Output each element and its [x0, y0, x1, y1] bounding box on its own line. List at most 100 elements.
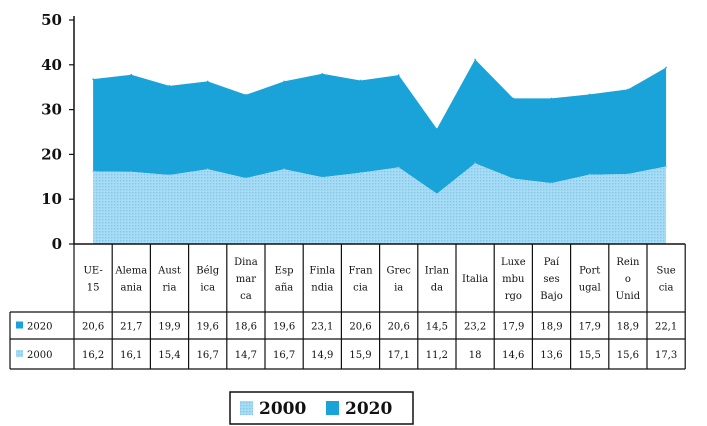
category-label-11: Italia [462, 274, 488, 285]
point-2000-16 [665, 165, 667, 168]
value-2020-4: 19,6 [197, 322, 219, 333]
value-2000-4: 16,7 [197, 350, 219, 361]
point-2000-11 [474, 162, 476, 165]
value-2000-3: 15,4 [158, 350, 180, 361]
legend: 2000 2020 [229, 391, 414, 425]
point-2000-10 [436, 193, 438, 195]
y-tick-label: 40 [41, 56, 62, 74]
category-label-3: Aust ria [157, 266, 181, 294]
point-2020-9 [397, 74, 400, 76]
category-label-1: UE-15 [83, 266, 102, 294]
point-2020-5 [245, 94, 247, 96]
legend-swatch-2020 [326, 401, 339, 415]
row-label-2000: 2000 [27, 350, 52, 361]
point-2020-12 [512, 97, 515, 100]
value-2000-2: 16,1 [120, 350, 142, 361]
point-2000-7 [321, 176, 324, 179]
value-2000-14: 15,5 [579, 350, 601, 361]
y-tick-label: 20 [41, 145, 62, 163]
point-2020-16 [665, 66, 667, 69]
legend-label-2020: 2020 [345, 399, 392, 419]
area-series-2000 [93, 163, 667, 244]
value-2000-1: 16,2 [82, 350, 104, 361]
point-2000-2 [130, 171, 133, 173]
value-2020-11: 23,2 [464, 322, 486, 333]
point-2000-6 [283, 168, 285, 170]
row-swatch-2000 [16, 350, 23, 357]
value-2020-6: 19,6 [273, 322, 295, 333]
y-tick-label: 0 [52, 235, 62, 253]
category-label-6: Esp aña [275, 266, 294, 294]
category-label-7: Finla ndia [309, 266, 335, 294]
value-2020-12: 17,9 [502, 322, 524, 333]
value-2000-8: 15,9 [349, 350, 371, 361]
value-2000-5: 14,7 [235, 350, 257, 361]
point-2000-14 [588, 173, 591, 176]
value-2000-9: 17,1 [388, 350, 410, 361]
value-2000-13: 13,6 [540, 350, 562, 361]
point-2000-13 [550, 182, 553, 184]
point-2020-6 [283, 80, 285, 83]
category-label-12: Luxe mbu rgo [501, 257, 526, 302]
point-2000-3 [168, 174, 171, 176]
point-2020-2 [130, 73, 133, 76]
category-label-16: Sue cia [656, 266, 675, 294]
category-label-2: Alema ania [114, 266, 147, 294]
value-2020-15: 18,9 [617, 322, 639, 333]
point-2000-1 [92, 170, 94, 173]
y-axis: 0 10 20 30 40 50 [41, 11, 75, 253]
value-2020-10: 14,5 [426, 322, 448, 333]
point-2020-11 [474, 58, 476, 61]
y-tick-label: 10 [41, 190, 62, 208]
category-label-10: Irlan da [425, 266, 450, 294]
value-2000-16: 17,3 [655, 350, 677, 361]
value-2020-16: 22,1 [655, 322, 677, 333]
value-2020-1: 20,6 [82, 322, 104, 333]
point-2000-9 [397, 166, 400, 169]
point-2020-1 [92, 78, 94, 80]
point-2000-5 [245, 177, 247, 179]
area-series-2020 [93, 59, 667, 194]
value-2020-14: 17,9 [579, 322, 601, 333]
value-2020-8: 20,6 [349, 322, 371, 333]
value-2020-9: 20,6 [388, 322, 410, 333]
point-2020-15 [627, 88, 629, 91]
value-2020-13: 18,9 [540, 322, 562, 333]
value-2020-5: 18,6 [235, 322, 257, 333]
legend-swatch-2000 [240, 401, 253, 415]
row-label-2020: 2020 [27, 322, 52, 333]
value-2000-12: 14,6 [502, 350, 524, 361]
value-2020-3: 19,9 [158, 322, 180, 333]
point-2020-4 [206, 80, 209, 83]
y-tick-label: 30 [41, 101, 62, 119]
point-2020-14 [588, 93, 591, 96]
category-label-14: Port ugal [579, 266, 601, 294]
point-2000-15 [627, 173, 629, 175]
category-label-13: Paí ses Bajo [540, 257, 562, 302]
value-2000-10: 11,2 [426, 350, 448, 361]
point-2020-3 [168, 85, 171, 87]
point-2020-10 [436, 128, 438, 130]
category-label-5: Dina mar ca [234, 257, 258, 302]
value-2020-7: 23,1 [311, 322, 333, 333]
data-table: UE-15 Alema ania Aust ria Bélg ica Dina mar ca Esp… [9, 243, 686, 370]
category-label-4: Bélg ica [196, 266, 219, 294]
point-2000-8 [359, 171, 362, 174]
value-2000-15: 15,6 [617, 350, 639, 361]
value-2000-6: 16,7 [273, 350, 295, 361]
point-2020-7 [321, 72, 324, 75]
plot-area [92, 58, 667, 244]
y-tick-label: 50 [41, 11, 62, 29]
row-swatch-2020 [16, 321, 23, 329]
value-2000-7: 14,9 [311, 350, 333, 361]
category-label-9: Grec ia [387, 266, 412, 294]
category-label-8: Fran cia [348, 266, 373, 294]
value-2020-2: 21,7 [120, 322, 142, 333]
point-2020-8 [359, 79, 362, 82]
point-2000-12 [512, 177, 515, 180]
value-2000-11: 18 [469, 350, 482, 361]
legend-label-2000: 2000 [259, 399, 306, 419]
point-2020-13 [550, 97, 553, 100]
category-label-15: Rein o Unid [616, 257, 641, 302]
